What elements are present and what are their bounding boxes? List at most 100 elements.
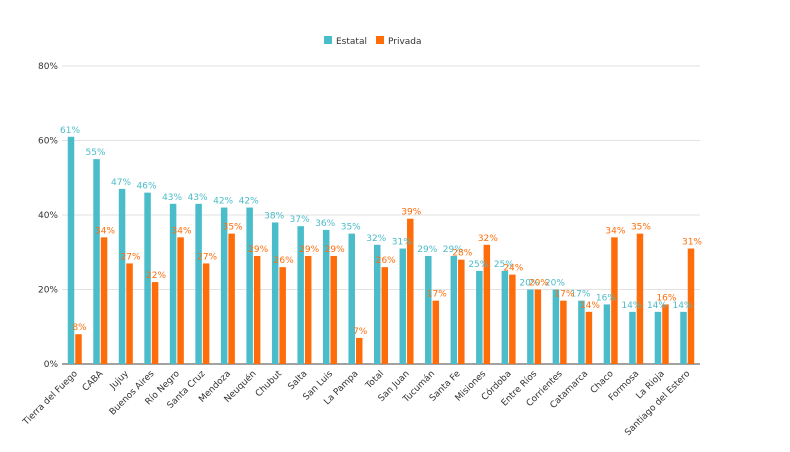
data-label-estatal: 55% <box>86 148 106 158</box>
bar-privada <box>585 311 593 364</box>
data-label-privada: 17% <box>554 290 574 300</box>
data-label-estatal: 14% <box>647 301 667 311</box>
bar-privada <box>662 304 669 364</box>
data-label-estatal: 38% <box>264 211 284 221</box>
data-label-estatal: 43% <box>162 193 182 203</box>
y-tick-label: 0% <box>44 360 59 370</box>
bar-privada <box>330 255 337 364</box>
bar-privada <box>458 259 465 364</box>
legend-swatch-estatal <box>324 36 332 44</box>
bar-estatal <box>348 233 355 364</box>
data-label-privada: 14% <box>580 301 600 311</box>
data-label-estatal: 46% <box>137 182 157 192</box>
data-label-privada: 32% <box>478 234 498 244</box>
data-label-estatal: 32% <box>366 234 386 244</box>
bar-privada <box>228 233 235 364</box>
data-label-estatal: 20% <box>519 279 539 289</box>
bar-estatal <box>501 270 509 364</box>
data-label-privada: 34% <box>172 226 192 236</box>
category-label: Jujuy <box>108 369 132 393</box>
bar-estatal <box>578 300 585 364</box>
bar-privada <box>279 267 286 364</box>
bar-estatal <box>220 207 228 364</box>
data-label-estatal: 14% <box>621 301 641 311</box>
data-label-privada: 26% <box>274 256 294 266</box>
bar-estatal <box>271 222 279 364</box>
bar-estatal <box>552 289 560 364</box>
bar-estatal <box>603 304 611 364</box>
bar-privada <box>202 263 210 364</box>
bar-estatal <box>399 248 407 364</box>
data-label-privada: 27% <box>197 252 217 262</box>
data-label-privada: 29% <box>325 245 345 255</box>
data-label-privada: 8% <box>72 323 87 333</box>
data-label-privada: 26% <box>376 256 396 266</box>
data-label-estatal: 16% <box>596 293 616 303</box>
category-label: Tierra del Fuego <box>21 369 80 428</box>
bar-estatal <box>322 229 330 364</box>
bar-estatal <box>476 270 483 364</box>
data-label-estatal: 31% <box>392 238 412 248</box>
data-label-privada: 17% <box>427 290 447 300</box>
data-label-privada: 31% <box>682 238 702 248</box>
bar-privada <box>381 267 388 364</box>
data-label-privada: 22% <box>146 271 166 281</box>
data-label-estatal: 37% <box>290 215 310 225</box>
bar-estatal <box>527 289 534 364</box>
bar-privada <box>611 237 618 364</box>
data-label-privada: 34% <box>605 226 625 236</box>
bar-estatal <box>246 207 253 364</box>
data-label-privada: 29% <box>248 245 268 255</box>
category-label: Buenos Aires <box>108 369 157 418</box>
bar-privada <box>100 237 108 364</box>
bar-estatal <box>169 203 177 364</box>
data-label-privada: 39% <box>401 208 421 218</box>
data-label-estatal: 42% <box>213 197 233 207</box>
data-label-estatal: 29% <box>417 245 437 255</box>
bar-privada <box>509 274 516 364</box>
bar-estatal <box>118 188 126 364</box>
bar-estatal <box>144 192 151 364</box>
bar-estatal <box>374 244 381 364</box>
category-label: Total <box>363 369 386 392</box>
bar-privada <box>126 263 133 364</box>
y-tick-label: 40% <box>38 211 58 221</box>
y-tick-label: 80% <box>38 62 58 72</box>
gridlines <box>62 65 700 365</box>
bars <box>67 136 695 364</box>
data-label-estatal: 61% <box>60 126 80 136</box>
bar-privada <box>75 334 82 364</box>
data-label-estatal: 29% <box>443 245 463 255</box>
bar-privada <box>355 337 363 364</box>
bar-privada <box>151 282 159 364</box>
data-label-privada: 20% <box>529 279 549 289</box>
bar-privada <box>304 255 312 364</box>
bar-privada <box>483 244 491 364</box>
bar-estatal <box>93 159 100 364</box>
data-label-privada: 35% <box>223 223 243 233</box>
y-tick-label: 60% <box>38 137 58 147</box>
bar-privada <box>177 237 184 364</box>
bar-estatal <box>680 311 687 364</box>
bar-estatal <box>425 255 432 364</box>
bar-privada <box>636 233 644 364</box>
category-label: Salta <box>286 369 309 392</box>
data-label-privada: 24% <box>503 264 523 274</box>
bar-estatal <box>67 136 75 364</box>
data-label-estatal: 42% <box>239 197 259 207</box>
data-label-estatal: 25% <box>468 260 488 270</box>
data-label-estatal: 35% <box>341 223 361 233</box>
legend-label-privada: Privada <box>388 37 422 47</box>
category-label: CABA <box>81 368 106 393</box>
bar-estatal <box>450 255 458 364</box>
legend-label-estatal: Estatal <box>336 37 367 47</box>
data-label-privada: 7% <box>353 327 368 337</box>
bar-privada <box>253 255 261 364</box>
bar-privada <box>687 248 695 364</box>
bar-privada <box>407 218 414 364</box>
data-label-estatal: 25% <box>494 260 514 270</box>
bar-estatal <box>654 311 662 364</box>
